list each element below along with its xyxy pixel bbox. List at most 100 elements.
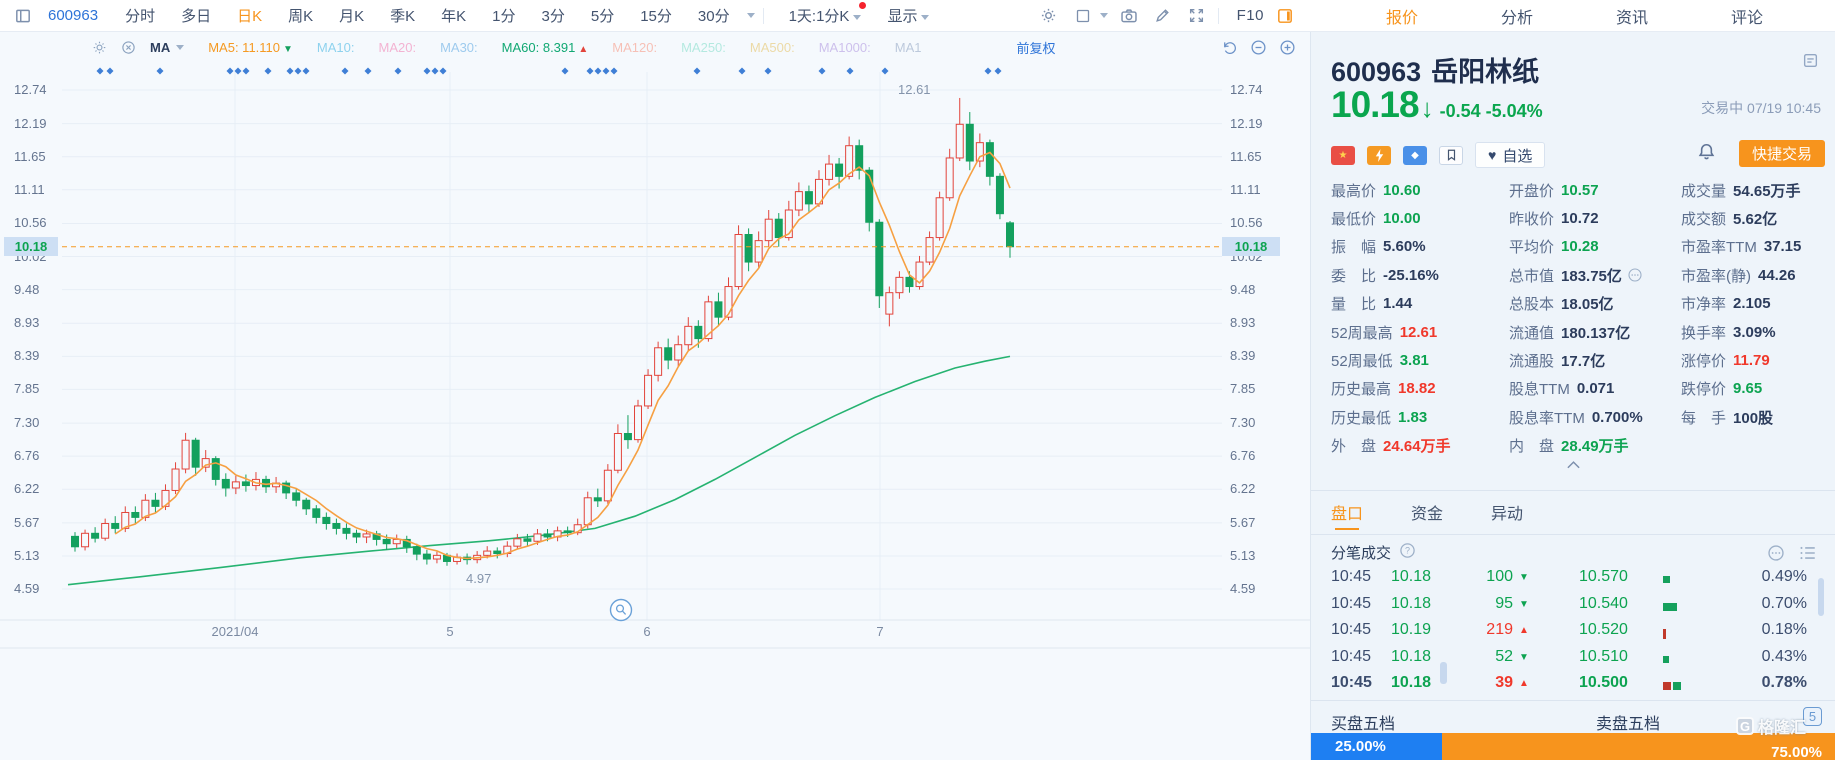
plus-circle-icon[interactable]: [1279, 39, 1296, 56]
down-arrow-icon: ▼: [1519, 651, 1529, 663]
compare-period-button[interactable]: 1天:1分K: [776, 2, 875, 26]
sub-tab-盘口[interactable]: 盘口: [1331, 500, 1363, 530]
camera-icon[interactable]: [1116, 3, 1142, 29]
more-circle-icon[interactable]: [1767, 544, 1785, 567]
chevron-down-icon: [853, 14, 862, 20]
buy-depth-label: 买盘五档: [1331, 716, 1396, 733]
ma-item-MA30[interactable]: MA30:: [440, 39, 478, 55]
sub-tabs: 盘口 资金 异动: [1331, 500, 1571, 530]
x-axis-label: 7: [876, 624, 884, 639]
period-tab-1分[interactable]: 1分: [492, 8, 516, 25]
quote-cell: 市盈率(静) 44.26: [1681, 266, 1796, 285]
y-axis-label: 7.30: [14, 415, 40, 431]
add-watchlist-button[interactable]: ♥ 自选: [1475, 142, 1546, 168]
volume-bar: [1663, 629, 1666, 639]
period-tab-15分[interactable]: 15分: [640, 8, 672, 25]
pencil-icon[interactable]: [1150, 3, 1176, 29]
expand-icon[interactable]: [1184, 3, 1210, 29]
period-tab-年K[interactable]: 年K: [441, 8, 467, 25]
sub-tab-资金[interactable]: 资金: [1411, 506, 1444, 523]
gear-icon[interactable]: [1036, 3, 1062, 29]
quote-cell: 昨收价 10.72: [1509, 210, 1599, 229]
more-circle-icon[interactable]: [1627, 267, 1643, 283]
y-axis-label: 9.48: [14, 281, 40, 297]
quote-panel: 600963 岳阳林纸 10.18↓ -0.54 -5.04% 交易中 07/19 …: [1310, 32, 1835, 760]
period-tab-分时[interactable]: 分时: [125, 8, 156, 25]
ma-item-MA60[interactable]: MA60: 8.391 ▲: [501, 39, 589, 55]
question-circle-icon[interactable]: ?: [1399, 542, 1416, 563]
ma-item-MA500[interactable]: MA500:: [749, 39, 795, 55]
period-tab-季K[interactable]: 季K: [390, 8, 416, 25]
current-price-tag: 10.18: [4, 237, 58, 257]
quote-cell: 成交量 54.65万手: [1681, 182, 1801, 200]
quote-cell: 平均价 10.28: [1509, 238, 1599, 257]
y-axis-label: 11.11: [1230, 181, 1261, 197]
chevron-down-icon[interactable]: [746, 13, 755, 18]
f10-button[interactable]: F10: [1236, 7, 1264, 24]
ma-items: MA5: 11.110 ▼ MA10: MA20: MA30: MA60: 8.391 ▲ M…: [184, 40, 921, 55]
period-tab-5分[interactable]: 5分: [590, 8, 615, 25]
ma-item-MA10[interactable]: MA10:: [316, 39, 355, 55]
quote-cell: 内 盘 28.49万手: [1509, 438, 1629, 456]
candlestick-chart-canvas[interactable]: 12.61 4.97: [0, 62, 1310, 760]
y-axis-label: 10.56: [14, 215, 47, 231]
ma-group-label[interactable]: MA: [150, 39, 171, 55]
notification-dot: [859, 2, 867, 9]
down-arrow-icon: ▼: [1519, 598, 1529, 610]
y-axis-label: 6.22: [1230, 481, 1256, 497]
panel-right-icon[interactable]: [1272, 3, 1298, 29]
panel-tab-资讯[interactable]: 资讯: [1615, 9, 1648, 27]
divider: [1311, 700, 1835, 701]
panel-tab-报价[interactable]: 报价: [1386, 9, 1419, 27]
period-tab-3分[interactable]: 3分: [541, 8, 565, 25]
quote-cell: 涨停价 11.79: [1681, 352, 1770, 371]
square-icon[interactable]: [1070, 3, 1096, 29]
period-tab-月K[interactable]: 月K: [339, 8, 365, 25]
ma-item-MA250[interactable]: MA250:: [681, 39, 726, 55]
chevron-down-icon[interactable]: [176, 44, 185, 50]
sell-ratio-segment: 75.00%: [1442, 733, 1835, 760]
period-tab-日K[interactable]: 日K: [237, 8, 263, 25]
stock-code[interactable]: 600963: [48, 7, 99, 24]
ma-item-MA1000[interactable]: MA1000:: [818, 39, 871, 55]
price-change: -0.54 -5.04%: [1439, 101, 1543, 121]
bell-icon[interactable]: [1697, 142, 1716, 166]
current-price-tag: 10.18: [1222, 237, 1280, 257]
chevron-down-icon[interactable]: [1099, 13, 1108, 18]
panel-tab-评论[interactable]: 评论: [1730, 9, 1763, 27]
scrollbar[interactable]: [1440, 662, 1447, 684]
quote-cell: 市净率 2.105: [1681, 295, 1771, 314]
five-level-badge[interactable]: 5: [1803, 707, 1822, 726]
scrollbar[interactable]: [1818, 578, 1824, 616]
panel-tab-分析[interactable]: 分析: [1500, 9, 1533, 27]
window-icon[interactable]: [10, 3, 36, 29]
chart-zoom-controls: [1209, 39, 1310, 56]
quote-cell: 52周最高 12.61: [1331, 323, 1438, 342]
svg-text:12.61: 12.61: [898, 82, 931, 97]
up-arrow-icon: ▲: [1519, 625, 1529, 636]
ma-item-MA120[interactable]: MA120:: [612, 39, 658, 55]
y-axis-label: 9.48: [1230, 281, 1256, 297]
period-tab-多日[interactable]: 多日: [181, 8, 212, 25]
period-tab-30分[interactable]: 30分: [697, 8, 730, 25]
undo-icon[interactable]: [1221, 39, 1238, 56]
quote-cell: 总市值 183.75亿: [1509, 265, 1681, 286]
gear-icon[interactable]: [92, 40, 107, 55]
quote-card-icon[interactable]: [1802, 52, 1819, 74]
minus-circle-icon[interactable]: [1250, 39, 1267, 56]
list-icon[interactable]: [1799, 544, 1817, 567]
display-menu-button[interactable]: 显示: [874, 5, 942, 26]
ma-item-MA1[interactable]: MA1: [894, 39, 922, 55]
trading-status: 交易中 07/19 10:45: [1701, 100, 1821, 116]
collapse-chevron-icon[interactable]: [1566, 456, 1581, 474]
y-axis-label: 12.19: [14, 115, 47, 131]
ma-item-MA5[interactable]: MA5: 11.110 ▼: [208, 39, 293, 55]
quick-trade-button[interactable]: 快捷交易: [1739, 140, 1825, 167]
ma-item-MA20[interactable]: MA20:: [378, 39, 417, 55]
adjust-mode-link[interactable]: 前复权: [1016, 40, 1056, 56]
divider: [762, 7, 764, 24]
sub-tab-异动[interactable]: 异动: [1491, 506, 1524, 523]
sell-depth-label: 卖盘五档: [1596, 716, 1661, 733]
period-tab-周K[interactable]: 周K: [288, 8, 314, 25]
close-circle-icon[interactable]: [121, 40, 136, 55]
